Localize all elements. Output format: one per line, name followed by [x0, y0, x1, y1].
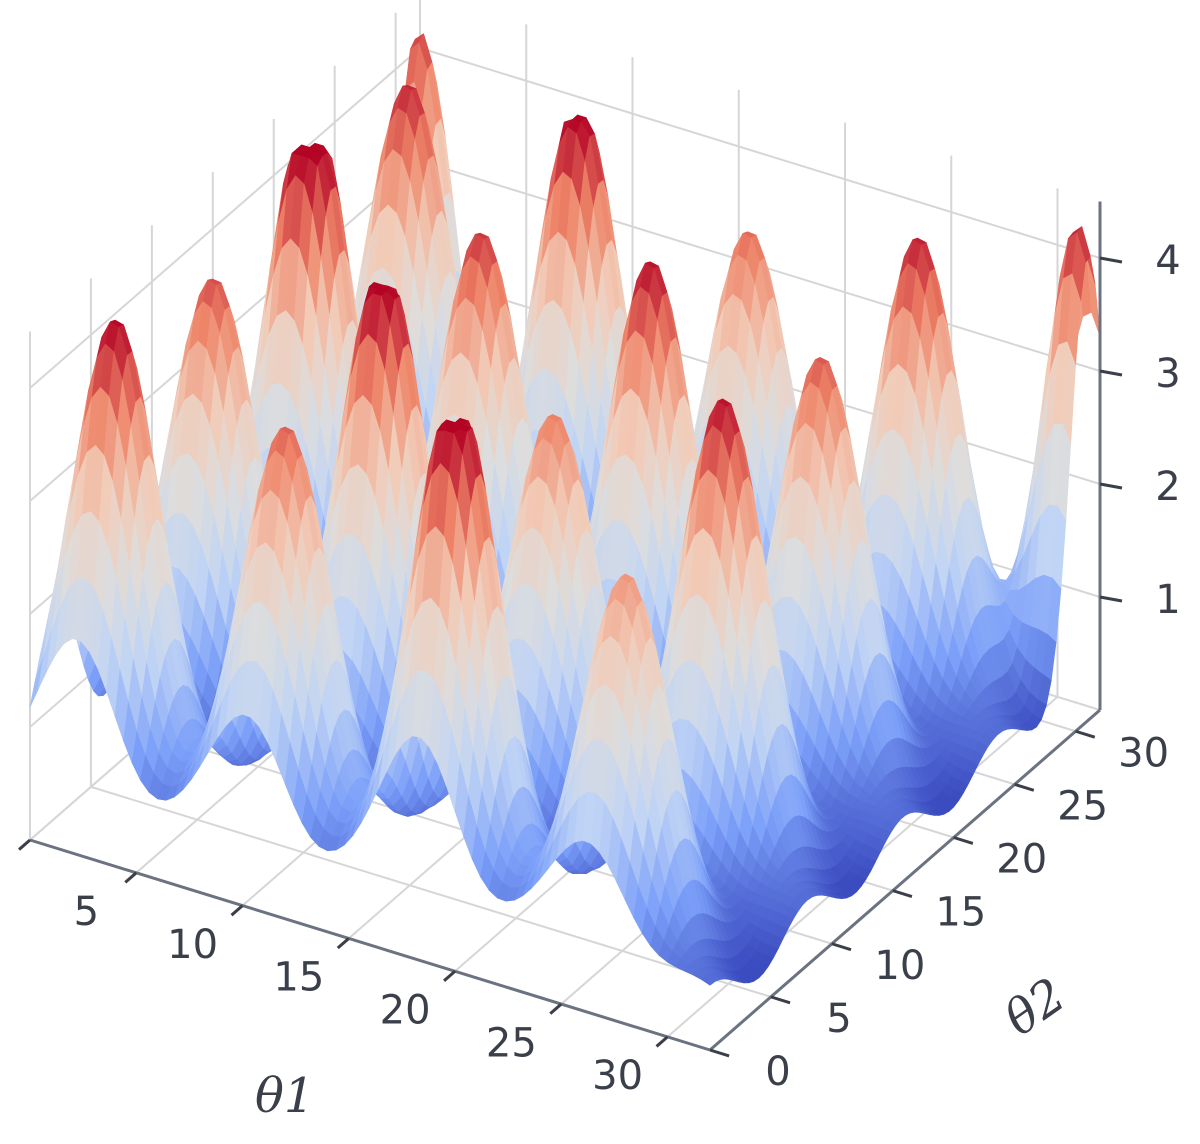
- wall-grid-line: [29, 47, 421, 389]
- floor-grid-line: [90, 785, 772, 998]
- surface-mesh: [29, 33, 1101, 986]
- wall-grid-line: [419, 47, 1101, 259]
